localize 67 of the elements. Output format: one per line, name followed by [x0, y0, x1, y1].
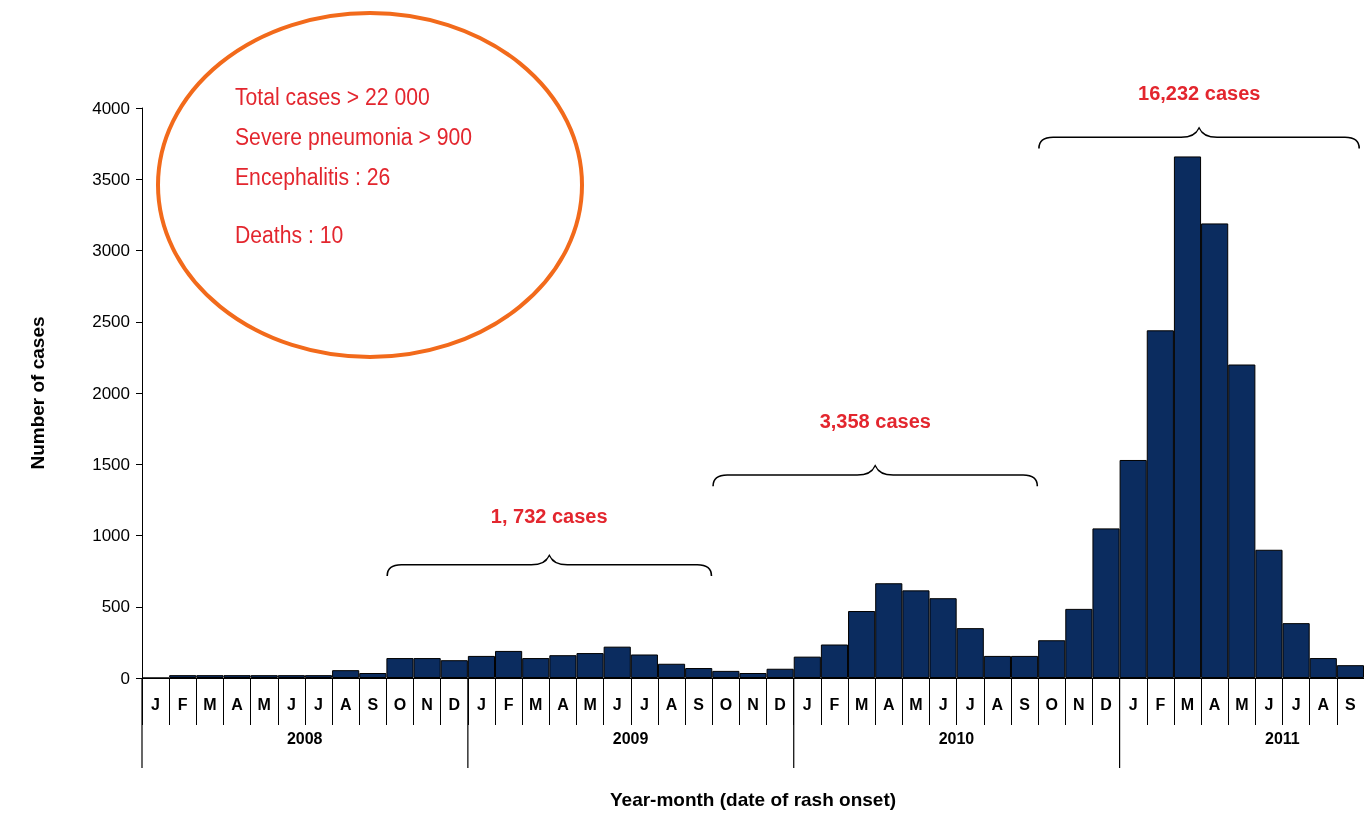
x-tick-label: O	[393, 695, 407, 713]
x-tick-label: M	[257, 695, 271, 713]
x-tick-label: J	[151, 695, 161, 713]
y-tick-label: 0	[120, 668, 130, 688]
x-tick-label: S	[693, 695, 705, 713]
x-tick-label: M	[1235, 695, 1249, 713]
x-tick-label: J	[938, 695, 948, 713]
x-tick-label: N	[1073, 695, 1085, 713]
y-tick-label: 4000	[92, 98, 130, 118]
annotation: 3,358 cases	[819, 410, 931, 433]
x-tick-label: M	[203, 695, 217, 713]
x-tick-label: A	[883, 695, 895, 713]
x-tick-label: M	[909, 695, 923, 713]
x-tick-label: F	[829, 695, 840, 713]
x-tick-label: J	[1291, 695, 1301, 713]
x-tick-label: O	[1045, 695, 1058, 713]
x-tick-label: F	[177, 695, 188, 713]
annotation: Total cases > 22 000	[235, 84, 430, 111]
x-tick-label: F	[503, 695, 514, 713]
x-tick-label: J	[286, 695, 296, 713]
x-tick-label: J	[639, 695, 649, 713]
x-tick-label: J	[802, 695, 812, 713]
x-tick-label: A	[1208, 695, 1221, 713]
x-tick-label: S	[367, 695, 379, 713]
x-tick-label: A	[557, 695, 570, 713]
x-tick-label: J	[314, 695, 323, 713]
x-tick-label: M	[529, 695, 543, 713]
x-tick-label: F	[1155, 695, 1166, 713]
x-tick-label: J	[612, 695, 622, 713]
x-tick-label: N	[421, 695, 433, 713]
x-tick-label: D	[774, 695, 786, 713]
x-tick-label: J	[476, 695, 486, 713]
x-tick-label: S	[1019, 695, 1031, 713]
x-tick-label: O	[719, 695, 733, 713]
y-tick-label: 3000	[92, 241, 130, 260]
x-tick-label: M	[1180, 695, 1195, 713]
annotation: Encephalitis : 26	[235, 164, 391, 191]
x-tick-label: M	[854, 695, 869, 713]
x-tick-label: N	[747, 695, 759, 713]
x-tick-label: A	[339, 695, 352, 713]
x-axis-title: Year-month (date of rash onset)	[609, 789, 897, 810]
x-tick-label: D	[448, 695, 461, 713]
annotation: Severe pneumonia > 900	[235, 124, 473, 151]
x-tick-label: D	[1100, 695, 1112, 713]
text: 2009	[612, 730, 649, 748]
x-tick-label: J	[1264, 695, 1274, 713]
text: 2010	[938, 730, 975, 748]
y-tick-label: 2000	[92, 383, 130, 403]
x-tick-label: A	[1317, 695, 1330, 713]
text: 2011	[1265, 730, 1300, 748]
annotation: Deaths : 10	[235, 222, 344, 249]
y-tick-label: 500	[101, 597, 130, 617]
text: 16,232 cases	[1138, 82, 1261, 105]
annotation: 1, 732 cases	[490, 505, 608, 528]
x-tick-label: J	[965, 695, 975, 713]
x-tick-label: A	[665, 695, 678, 713]
x-tick-label: A	[991, 695, 1004, 713]
x-tick-label: J	[1128, 695, 1138, 713]
y-axis-title: Number of cases	[27, 316, 48, 470]
text: 2008	[286, 730, 323, 748]
y-tick-label: 1000	[92, 526, 130, 545]
y-tick-label: 3500	[92, 169, 130, 189]
y-tick-label: 2500	[92, 312, 130, 332]
x-tick-label: M	[583, 695, 597, 713]
x-tick-label: A	[231, 695, 244, 713]
x-tick-label: S	[1345, 695, 1357, 713]
y-tick-label: 1500	[92, 454, 130, 474]
